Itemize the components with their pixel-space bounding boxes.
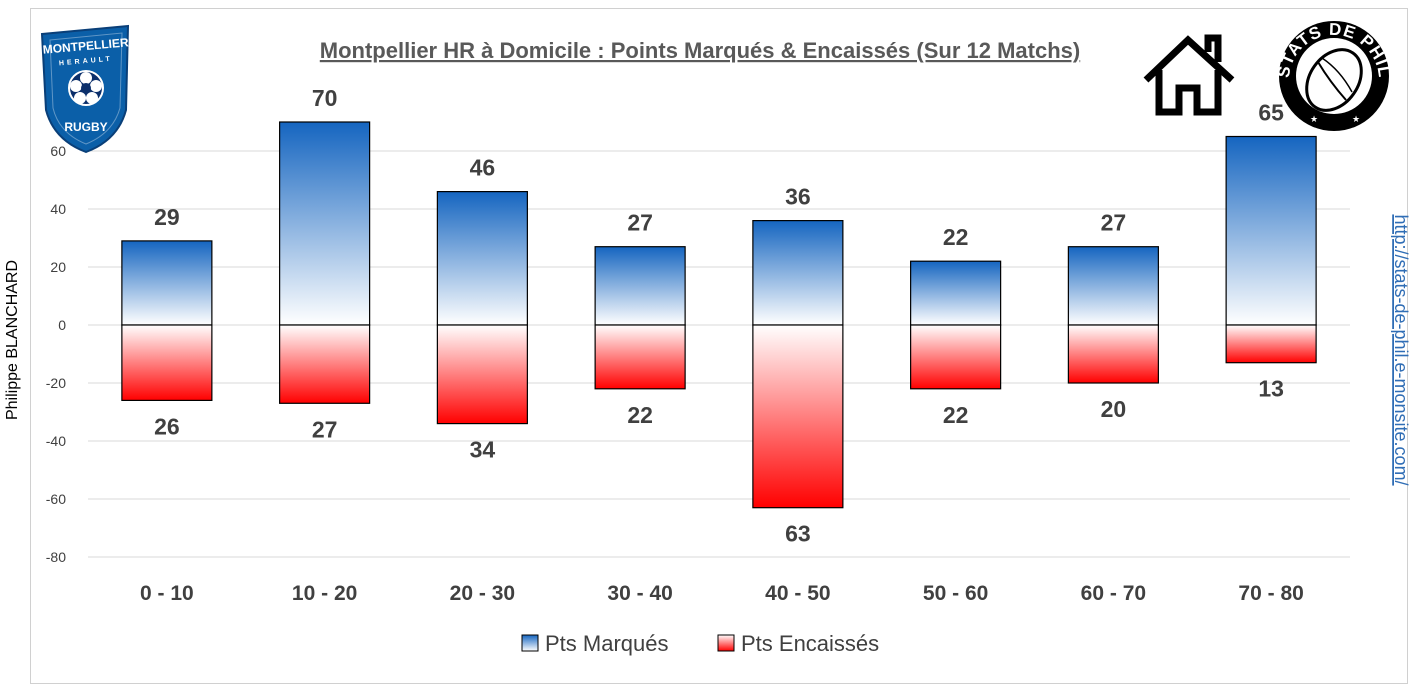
x-tick-label: 10 - 20 [292,582,357,605]
data-label-pts-encaisses: 22 [943,402,969,428]
bar-pts-marques [1067,246,1159,326]
bar-pts-encaisses [121,324,213,402]
chart-frame [30,8,1408,684]
bar-pts-encaisses [594,324,686,390]
data-label-pts-marques: 22 [943,224,969,250]
legend-swatch-pts-encaisses [717,634,735,652]
y-tick-label: -60 [46,491,66,507]
club-logo: MONTPELLIER HERAULT RUGBY [40,24,129,154]
x-tick-label: 20 - 30 [450,582,515,605]
x-tick-label: 70 - 80 [1238,582,1303,605]
data-label-pts-marques: 29 [154,204,180,230]
rugby-ball-icon [1305,48,1363,112]
x-tick-label: 30 - 40 [607,582,672,605]
bar-pts-encaisses [1067,324,1159,384]
data-label-pts-marques: 70 [312,85,338,111]
bar-pts-marques [121,240,213,326]
bar-pts-marques [910,260,1002,326]
data-label-pts-encaisses: 34 [470,437,496,463]
data-label-pts-marques: 27 [1101,210,1127,236]
bar-pts-marques [436,191,528,326]
x-tick-label: 50 - 60 [923,582,988,605]
data-label-pts-encaisses: 26 [154,413,180,439]
star-icon: ★ [1310,115,1318,125]
bar-pts-encaisses [1225,324,1317,364]
data-label-pts-encaisses: 27 [312,416,338,442]
y-tick-label: -20 [46,375,66,391]
data-label-pts-marques: 65 [1258,100,1284,126]
data-label-pts-encaisses: 63 [785,521,811,547]
bar-pts-marques [1225,135,1317,326]
gridlines [88,150,1350,558]
data-label-pts-marques: 27 [627,210,653,236]
bar-pts-encaisses [436,324,528,425]
data-label-pts-marques: 36 [785,184,811,210]
y-tick-label: 60 [50,143,66,159]
legend-swatch-pts-marques [521,634,539,652]
bar-pts-encaisses [752,324,844,509]
data-label-pts-encaisses: 13 [1258,376,1284,402]
y-tick-label: 20 [50,259,66,275]
bar-pts-marques [594,246,686,326]
author-label: Philippe BLANCHARD [4,260,21,420]
y-tick-label: -80 [46,549,66,565]
data-label-pts-marques: 46 [470,155,496,181]
club-logo-line2: HERAULT [59,56,113,68]
y-tick-label: 40 [50,201,66,217]
x-axis: 0 - 10 10 - 20 20 - 30 30 - 40 40 - 50 50 - 6… [140,582,1304,605]
star-icon: ★ [1352,115,1360,125]
legend-label-pts-marques: Pts Marqués [545,631,669,656]
chart-title: Montpellier HR à Domicile : Points Marqu… [320,38,1080,63]
data-labels: 29 26 70 27 46 34 27 22 36 63 22 22 27 20 65 13 [154,85,1284,547]
bars [121,121,1317,509]
x-tick-label: 40 - 50 [765,582,830,605]
bar-pts-marques [752,220,844,326]
legend: Pts Marqués Pts Encaissés [521,631,879,656]
x-tick-label: 60 - 70 [1081,582,1146,605]
bar-pts-encaisses [910,324,1002,390]
data-label-pts-encaisses: 20 [1101,396,1127,422]
data-label-pts-encaisses: 22 [627,402,653,428]
house-icon [1143,34,1235,116]
bar-pts-marques [279,121,371,326]
site-url-link[interactable]: http://stats-de-phil.e-monsite.com/ [1391,214,1411,485]
y-tick-label: 0 [58,317,66,333]
club-logo-line3: RUGBY [64,120,107,134]
flower-icon [68,70,104,106]
bar-pts-encaisses [279,324,371,404]
y-axis: 60 40 20 0 -20 -40 -60 -80 [46,143,66,565]
legend-label-pts-encaisses: Pts Encaissés [741,631,879,656]
stats-de-phil-seal: STATS DE PHIL ★ ★ [1274,20,1393,131]
y-tick-label: -40 [46,433,66,449]
x-tick-label: 0 - 10 [140,582,194,605]
